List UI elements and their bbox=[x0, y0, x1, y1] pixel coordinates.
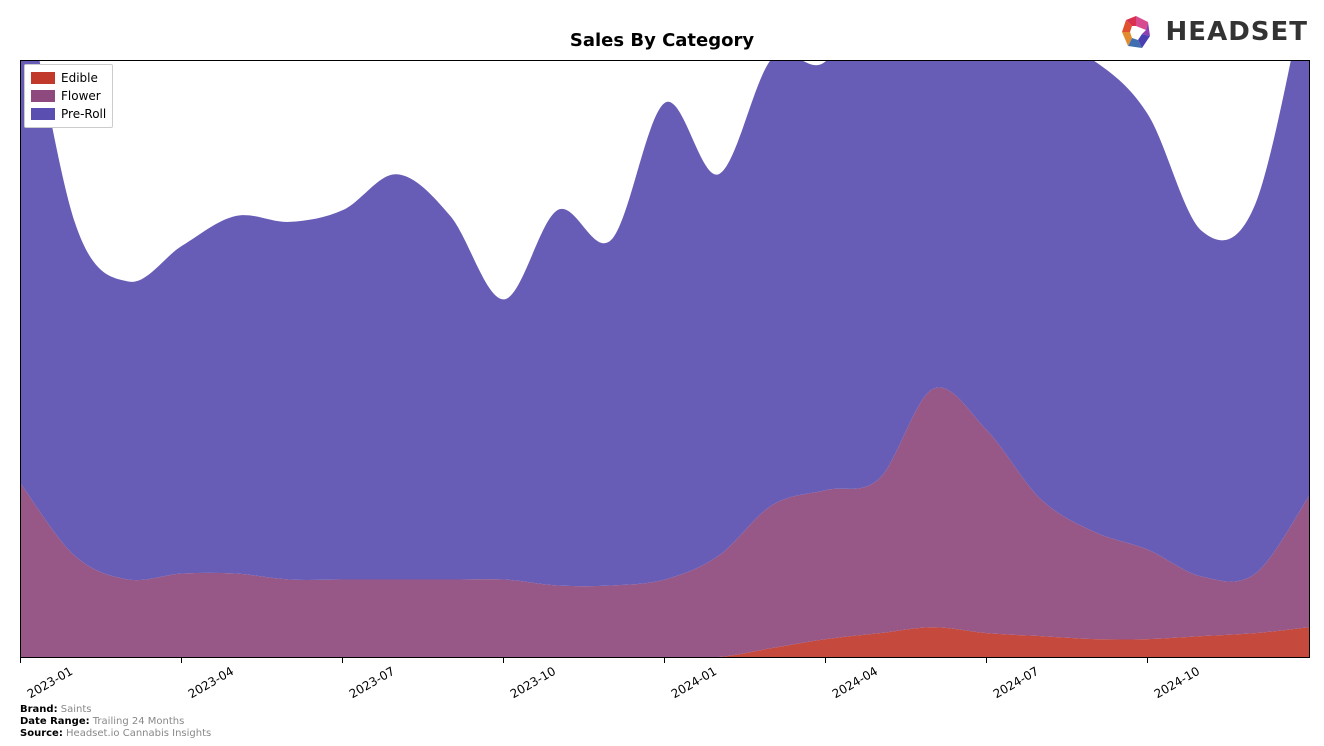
x-tick-mark bbox=[825, 658, 826, 663]
x-tick-mark bbox=[1147, 658, 1148, 663]
legend-item: Flower bbox=[31, 87, 106, 105]
meta-date-range-value: Trailing 24 Months bbox=[93, 716, 185, 727]
x-tick-label: 2024-10 bbox=[1152, 664, 1202, 701]
x-axis: 2023-01 2023-04 2023-07 2023-10 2024-01 2024-… bbox=[20, 658, 1310, 718]
meta-source: Source: Headset.io Cannabis Insights bbox=[20, 728, 211, 740]
legend-swatch bbox=[31, 72, 55, 84]
legend-label: Flower bbox=[61, 87, 101, 105]
x-tick-mark bbox=[342, 658, 343, 663]
x-tick-mark bbox=[503, 658, 504, 663]
area-chart bbox=[21, 61, 1309, 657]
legend-item: Edible bbox=[31, 69, 106, 87]
x-tick-label: 2024-04 bbox=[830, 664, 880, 701]
metadata-block: Brand: Saints Date Range: Trailing 24 Mo… bbox=[20, 704, 211, 740]
legend-swatch bbox=[31, 108, 55, 120]
meta-date-range: Date Range: Trailing 24 Months bbox=[20, 716, 211, 728]
x-tick-label: 2023-01 bbox=[25, 664, 75, 701]
legend-label: Pre-Roll bbox=[61, 105, 106, 123]
logo-text: HEADSET bbox=[1166, 17, 1308, 47]
meta-brand: Brand: Saints bbox=[20, 704, 211, 716]
x-tick-mark bbox=[20, 658, 21, 663]
x-tick-label: 2024-01 bbox=[669, 664, 719, 701]
area-series-pre-roll bbox=[21, 61, 1309, 586]
meta-brand-label: Brand: bbox=[20, 704, 58, 715]
headset-icon bbox=[1116, 12, 1156, 52]
legend-label: Edible bbox=[61, 69, 98, 87]
meta-source-label: Source: bbox=[20, 728, 63, 739]
x-tick-mark bbox=[986, 658, 987, 663]
legend-item: Pre-Roll bbox=[31, 105, 106, 123]
meta-brand-value: Saints bbox=[61, 704, 92, 715]
x-tick-label: 2023-10 bbox=[508, 664, 558, 701]
x-tick-mark bbox=[664, 658, 665, 663]
x-tick-label: 2023-07 bbox=[347, 664, 397, 701]
meta-source-value: Headset.io Cannabis Insights bbox=[66, 728, 211, 739]
x-tick-label: 2023-04 bbox=[186, 664, 236, 701]
x-tick-label: 2024-07 bbox=[991, 664, 1041, 701]
legend-swatch bbox=[31, 90, 55, 102]
x-tick-mark bbox=[181, 658, 182, 663]
legend: EdibleFlowerPre-Roll bbox=[24, 64, 113, 128]
logo: HEADSET bbox=[1116, 12, 1308, 52]
plot-area bbox=[20, 60, 1310, 658]
meta-date-range-label: Date Range: bbox=[20, 716, 90, 727]
